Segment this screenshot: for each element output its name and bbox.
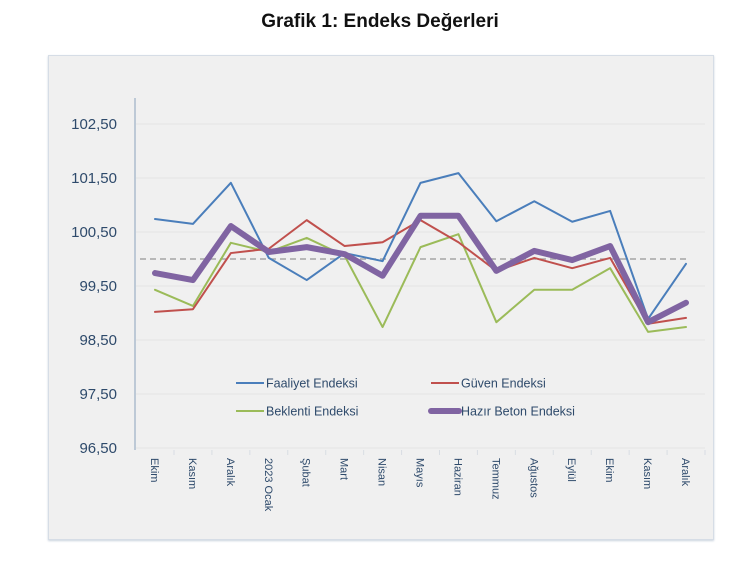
x-tick-label: Ekim [603,458,615,482]
x-tick-label: Aralık [224,458,236,487]
chart-panel [48,55,714,540]
series-line-gven-endeksi [154,219,687,325]
x-tick-label: Kasım [186,458,198,489]
x-tick-label: Haziran [451,458,463,496]
y-tick-label: 97,50 [79,386,117,403]
series-lines [152,172,689,333]
x-tick-label: Temmuz [489,458,501,500]
legend-label: Faaliyet Endeksi [266,377,358,391]
y-tick-label: 102,50 [71,116,117,133]
x-tick-label: Kasım [641,458,653,489]
x-tick-labels: Ekim Kasım Aralık 2023 Ocak Şubat Mart Nisan Ma… [148,450,706,512]
x-tick-label: Mart [338,458,350,480]
gridlines [136,123,705,449]
y-tick-label: 100,50 [71,224,117,241]
y-tick-label: 99,50 [79,278,117,295]
legend: Faaliyet Endeksi Güven Endeksi Beklenti En… [236,377,575,419]
y-tick-label: 101,50 [71,170,117,187]
x-tick-label: Aralık [679,458,691,487]
legend-label: Güven Endeksi [461,377,546,391]
legend-label: Hazır Beton Endeksi [461,405,575,419]
x-tick-label: Eylül [565,458,577,482]
x-tick-label: Ekim [148,458,160,482]
y-tick-label: 98,50 [79,332,117,349]
chart-title: Grafik 1: Endeks Değerleri [261,11,499,32]
x-tick-label: Nisan [376,458,388,486]
y-tick-label: 96,50 [79,440,117,457]
x-tick-label: Şubat [300,458,312,487]
x-tick-label: Mayıs [414,458,426,488]
y-tick-labels: 102,50 101,50 100,50 99,50 98,50 97,50 96,50 [71,116,117,457]
legend-label: Beklenti Endeksi [266,405,358,419]
x-tick-label: 2023 Ocak [262,458,274,512]
x-tick-label: Ağustos [527,458,539,498]
